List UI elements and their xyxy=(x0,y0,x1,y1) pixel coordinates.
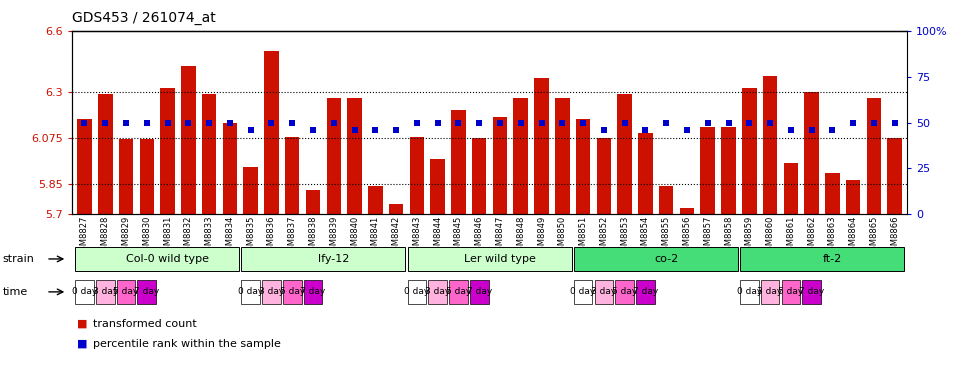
Bar xyxy=(740,247,904,271)
Bar xyxy=(636,280,655,304)
Text: 3 day: 3 day xyxy=(591,287,616,296)
Bar xyxy=(826,173,840,214)
Bar xyxy=(264,52,278,214)
Bar xyxy=(680,208,694,214)
Text: Ler wild type: Ler wild type xyxy=(464,254,536,264)
Bar xyxy=(887,138,902,214)
Bar xyxy=(244,167,258,214)
Bar xyxy=(469,280,489,304)
Bar xyxy=(98,94,112,214)
Bar xyxy=(701,127,715,214)
Text: 0 day: 0 day xyxy=(72,287,97,296)
Bar xyxy=(867,98,881,214)
Bar xyxy=(803,280,821,304)
Text: 5 day: 5 day xyxy=(612,287,637,296)
Bar xyxy=(389,204,403,214)
Text: percentile rank within the sample: percentile rank within the sample xyxy=(93,339,281,349)
Bar xyxy=(721,127,735,214)
Text: ft-2: ft-2 xyxy=(823,254,842,264)
Bar xyxy=(368,186,383,214)
Text: 0 day: 0 day xyxy=(736,287,762,296)
Bar xyxy=(326,98,341,214)
Bar xyxy=(96,280,114,304)
Bar xyxy=(763,76,778,214)
Bar xyxy=(285,137,300,214)
Text: 7 day: 7 day xyxy=(633,287,658,296)
Bar xyxy=(574,247,738,271)
Bar xyxy=(223,123,237,214)
Bar xyxy=(119,139,133,214)
Bar xyxy=(410,137,424,214)
Bar xyxy=(596,138,612,214)
Text: co-2: co-2 xyxy=(654,254,679,264)
Text: transformed count: transformed count xyxy=(93,319,197,329)
Bar xyxy=(305,190,321,214)
Bar xyxy=(535,78,549,214)
Bar xyxy=(430,159,444,214)
Text: 3 day: 3 day xyxy=(425,287,450,296)
Bar xyxy=(555,98,569,214)
Text: 0 day: 0 day xyxy=(404,287,429,296)
Bar xyxy=(181,66,196,214)
Text: 3 day: 3 day xyxy=(259,287,284,296)
Bar xyxy=(615,280,634,304)
Text: Col-0 wild type: Col-0 wild type xyxy=(126,254,209,264)
Bar xyxy=(846,180,860,214)
Bar xyxy=(574,280,592,304)
Bar xyxy=(451,111,466,214)
Bar xyxy=(514,98,528,214)
Text: time: time xyxy=(3,287,28,297)
Bar xyxy=(241,247,405,271)
Bar xyxy=(783,163,798,214)
Bar xyxy=(428,280,447,304)
Text: 5 day: 5 day xyxy=(279,287,305,296)
Text: 3 day: 3 day xyxy=(757,287,782,296)
Text: 5 day: 5 day xyxy=(113,287,138,296)
Text: ■: ■ xyxy=(77,339,87,349)
Text: ■: ■ xyxy=(77,319,87,329)
Text: 5 day: 5 day xyxy=(445,287,471,296)
Bar xyxy=(75,280,94,304)
Bar xyxy=(760,280,780,304)
Bar xyxy=(594,280,613,304)
Text: lfy-12: lfy-12 xyxy=(318,254,349,264)
Bar xyxy=(781,280,801,304)
Text: GDS453 / 261074_at: GDS453 / 261074_at xyxy=(72,11,216,25)
Bar xyxy=(262,280,280,304)
Text: 5 day: 5 day xyxy=(779,287,804,296)
Text: strain: strain xyxy=(3,254,35,264)
Bar xyxy=(742,88,756,214)
Text: 0 day: 0 day xyxy=(570,287,596,296)
Text: 7 day: 7 day xyxy=(799,287,825,296)
Bar xyxy=(740,280,758,304)
Bar xyxy=(77,119,92,214)
Text: 7 day: 7 day xyxy=(300,287,325,296)
Bar xyxy=(241,280,260,304)
Bar xyxy=(472,138,487,214)
Bar xyxy=(348,98,362,214)
Bar xyxy=(617,94,632,214)
Text: 7 day: 7 day xyxy=(467,287,492,296)
Bar xyxy=(160,88,175,214)
Text: 3 day: 3 day xyxy=(92,287,118,296)
Bar xyxy=(492,116,507,214)
Bar xyxy=(659,186,674,214)
Text: 7 day: 7 day xyxy=(134,287,159,296)
Bar xyxy=(75,247,239,271)
Bar xyxy=(804,92,819,214)
Bar xyxy=(408,280,426,304)
Text: 0 day: 0 day xyxy=(238,287,263,296)
Bar xyxy=(283,280,301,304)
Bar xyxy=(137,280,156,304)
Bar xyxy=(139,139,154,214)
Bar xyxy=(202,94,216,214)
Bar xyxy=(117,280,135,304)
Bar xyxy=(638,133,653,214)
Bar xyxy=(576,119,590,214)
Bar xyxy=(303,280,323,304)
Bar xyxy=(449,280,468,304)
Bar xyxy=(408,247,571,271)
